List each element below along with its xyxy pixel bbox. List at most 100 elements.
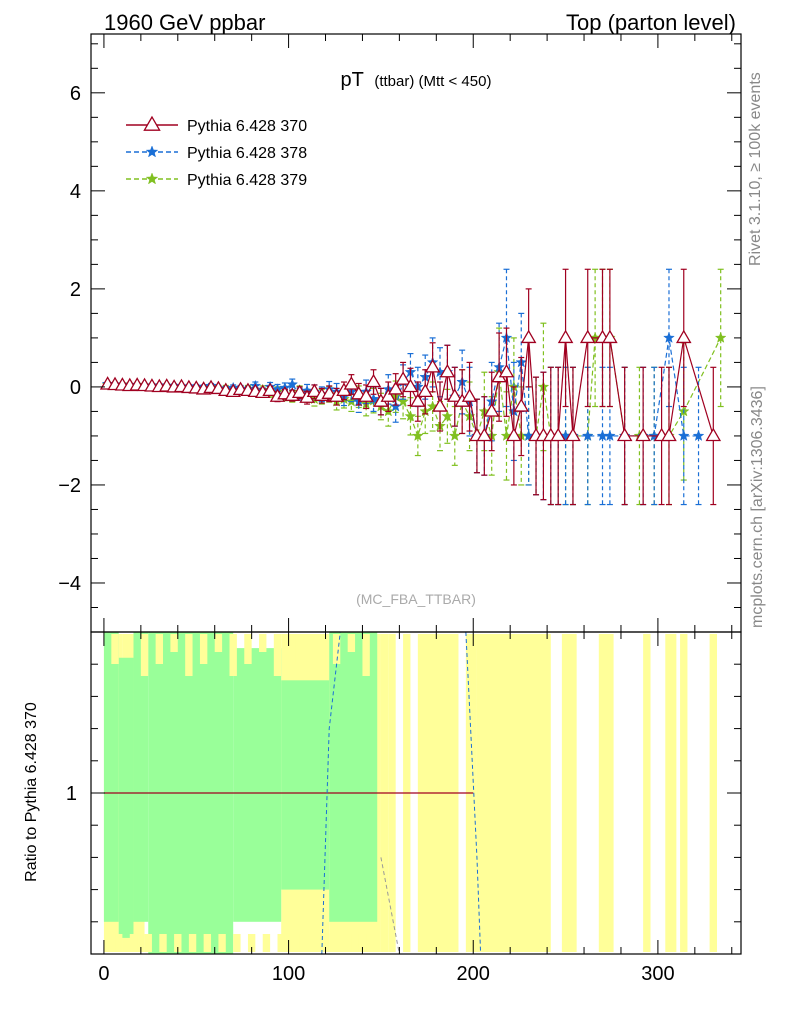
ratio-band-notch: [115, 934, 123, 952]
data-point: [145, 145, 159, 158]
data-point: [424, 359, 441, 373]
data-point: [447, 388, 463, 402]
ratio-band-notch: [336, 934, 344, 952]
data-point: [603, 429, 616, 441]
ratio-band-green: [233, 648, 282, 922]
ratio-band-green: [103, 632, 119, 922]
ratio-band-notch: [362, 634, 370, 676]
y-tick-label: 6: [70, 83, 81, 105]
ratio-band-notch: [273, 634, 282, 676]
y-tick-label: 4: [70, 181, 81, 203]
data-point: [513, 398, 530, 412]
data-point: [395, 371, 411, 385]
ratio-band-notch: [233, 934, 241, 952]
ratio-band-yellow: [598, 634, 614, 952]
ratio-band-notch: [321, 934, 330, 952]
ratio-band-notch: [203, 934, 212, 952]
ratio-band-yellow: [643, 634, 651, 952]
ratio-band-notch: [140, 634, 149, 676]
legend-label: Pythia 6.428 379: [187, 172, 307, 189]
data-point: [389, 400, 402, 412]
data-point: [581, 429, 594, 441]
ratio-ylabel: Ratio to Pythia 6.428 370: [23, 702, 40, 882]
data-point: [404, 410, 417, 422]
ratio-line-379: [380, 857, 400, 955]
data-point: [520, 329, 537, 344]
data-point: [321, 385, 337, 399]
data-point: [677, 429, 690, 441]
legend-label: Pythia 6.428 378: [187, 145, 307, 162]
x-tick-label: 300: [641, 963, 674, 985]
data-point: [439, 363, 456, 378]
data-point: [635, 427, 651, 442]
ratio-band-green: [133, 632, 149, 922]
data-point: [306, 383, 323, 398]
rivet-label: Rivet 3.1.10, ≥ 100k events: [747, 72, 764, 266]
data-point: [411, 429, 424, 441]
data-point: [663, 331, 675, 343]
data-point: [417, 383, 434, 398]
ratio-band-notch: [347, 634, 356, 652]
ratio-band-notch: [218, 934, 226, 952]
data-point: [380, 388, 397, 402]
ratio-band-green: [329, 632, 378, 922]
ratio-band-notch: [262, 934, 271, 952]
series-0: [99, 268, 722, 506]
data-point: [365, 373, 382, 388]
data-point: [143, 115, 161, 131]
ratio-band-yellow: [680, 634, 688, 952]
data-point: [705, 427, 722, 442]
chart-title-sub: (ttbar) (Mtt < 450): [374, 73, 491, 90]
ratio-band-notch: [332, 634, 341, 664]
data-point: [557, 329, 574, 344]
ratio-band-notch: [259, 634, 267, 652]
ratio-band-notch: [292, 934, 300, 952]
ratio-lines: [103, 631, 482, 955]
data-point: [145, 172, 159, 185]
ratio-band-notch: [244, 634, 252, 664]
ratio-band-yellow: [709, 634, 717, 952]
ratio-band-notch: [129, 934, 138, 952]
data-point: [602, 329, 618, 344]
data-point: [661, 427, 677, 442]
ratio-band-notch: [188, 934, 197, 952]
data-point: [675, 329, 692, 344]
chart-title-main: pT: [341, 69, 364, 91]
ratio-band-notch: [307, 934, 315, 952]
data-point: [498, 363, 515, 378]
x-tick-label: 0: [98, 963, 109, 985]
watermark: (MC_FBA_TTBAR): [356, 591, 476, 607]
ratio-band-notch: [155, 634, 164, 664]
data-point: [343, 376, 360, 390]
ratio-band-notch: [185, 634, 193, 676]
ratio-band-yellow: [476, 634, 551, 952]
mcplots-label: mcplots.cern.ch [arXiv:1306.3436]: [749, 386, 766, 628]
data-point: [291, 384, 308, 399]
data-point: [616, 427, 633, 442]
data-point: [448, 429, 461, 441]
ratio-line-378b: [465, 631, 482, 955]
data-point: [410, 393, 426, 407]
x-tick-label: 100: [272, 963, 305, 985]
ratio-band-notch: [170, 634, 178, 652]
data-point: [506, 427, 522, 442]
data-point: [461, 388, 478, 402]
ratio-band-notch: [366, 934, 374, 952]
ratio-band-notch: [247, 934, 256, 952]
ratio-band-notch: [159, 934, 167, 952]
chart-title: pT (ttbar) (Mtt < 450): [341, 69, 492, 91]
data-point: [387, 381, 404, 395]
ratio-band-green: [281, 680, 330, 890]
x-tick-label: 200: [457, 963, 490, 985]
legend: Pythia 6.428 370 Pythia 6.428 378 Pythia 6…: [126, 115, 307, 189]
data-point: [262, 382, 278, 397]
data-point: [476, 427, 493, 442]
data-point: [397, 395, 409, 407]
ratio-band-notch: [199, 634, 208, 664]
data-point: [565, 427, 581, 442]
ratio-band-notch: [229, 634, 237, 676]
data-point: [579, 329, 596, 344]
data-point: [358, 388, 374, 402]
ratio-band-notch: [174, 934, 182, 952]
ratio-band-notch: [318, 634, 326, 676]
